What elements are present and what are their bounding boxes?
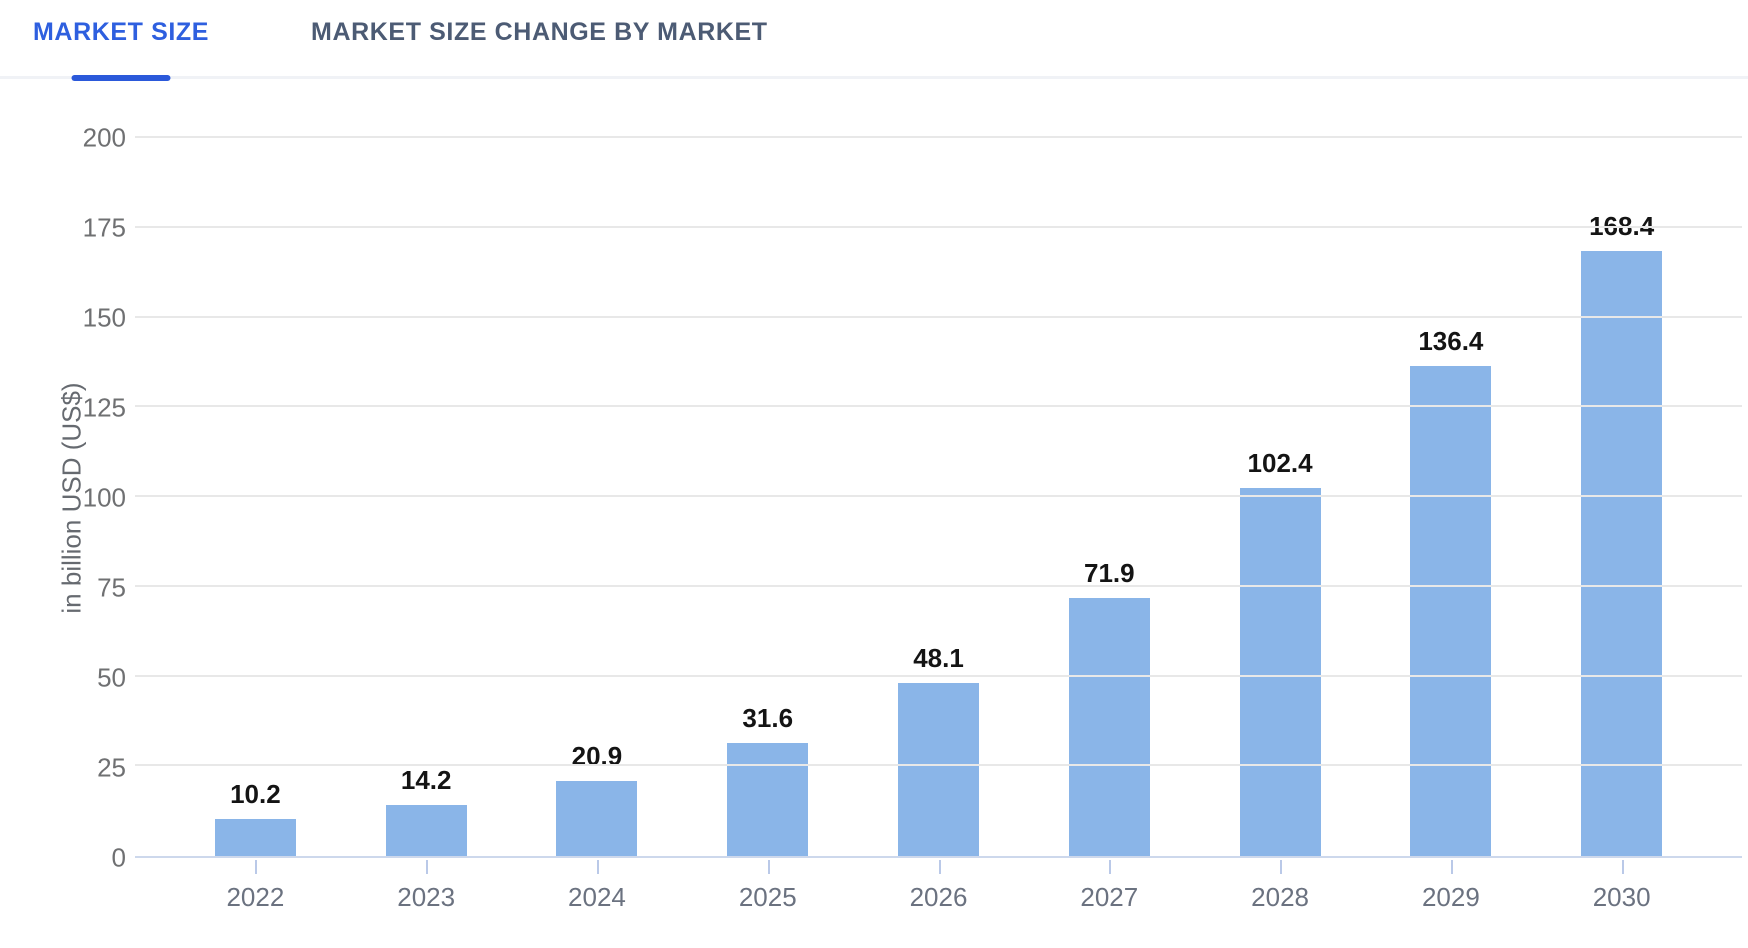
tab-market-size-label: MARKET SIZE [33, 18, 210, 46]
gridline-125 [135, 405, 1742, 408]
x-slot-2023: 2023 [341, 860, 512, 930]
gridline-100 [135, 495, 1742, 497]
x-tick-label-2023: 2023 [397, 882, 456, 912]
bar-2029[interactable] [1410, 366, 1492, 856]
bar-slot-2030: 168.4 [1536, 138, 1707, 856]
bar-slot-2022: 10.2 [170, 138, 341, 856]
bar-2024[interactable] [556, 780, 638, 856]
tab-market-size-change-by-market[interactable]: MARKET SIZE CHANGE BY MARKET [311, 18, 768, 79]
bar-value-label-2025: 31.6 [742, 702, 794, 733]
tab-bar: MARKET SIZE MARKET SIZE CHANGE BY MARKET [0, 0, 1748, 81]
active-tab-underline [71, 75, 171, 81]
x-tick-mark-2026 [938, 860, 941, 874]
bar-slot-2027: 71.9 [1024, 138, 1195, 856]
gridline-75 [135, 584, 1742, 587]
gridline-175 [135, 225, 1742, 228]
x-slot-2027: 2027 [1024, 860, 1195, 930]
bar-value-label-2027: 71.9 [1083, 557, 1135, 588]
bar-value-label-2028: 102.4 [1247, 448, 1313, 479]
x-tick-mark-2022 [255, 860, 258, 874]
bar-2022[interactable] [214, 819, 296, 856]
y-tick-label-0: 0 [111, 842, 126, 873]
gridline-50 [135, 674, 1742, 677]
x-slot-2022: 2022 [170, 860, 341, 930]
x-tick-label-2025: 2025 [738, 882, 797, 912]
bar-chart: in billion USD (US$) 0 25 50 75 100 125 150 175… [0, 80, 1748, 948]
y-tick-label-25: 25 [97, 752, 126, 783]
plot-area: 10.2 14.2 20.9 31.6 48.1 71.9 102.4 136.4 168.4 [135, 136, 1742, 858]
x-tick-label-2027: 2027 [1080, 882, 1139, 912]
tab-market-size[interactable]: MARKET SIZE [33, 18, 210, 81]
y-tick-label-175: 175 [82, 212, 126, 243]
y-tick-label-50: 50 [97, 662, 126, 693]
bar-slot-2023: 14.2 [341, 138, 512, 856]
x-tick-label-2029: 2029 [1421, 882, 1480, 912]
y-tick-label-75: 75 [97, 572, 126, 603]
x-tick-label-2022: 2022 [226, 882, 285, 912]
y-tick-label-200: 200 [82, 122, 126, 153]
x-slot-2026: 2026 [853, 860, 1024, 930]
gridline-150 [135, 315, 1742, 318]
bar-slot-2029: 136.4 [1365, 138, 1536, 856]
y-tick-label-100: 100 [82, 482, 126, 513]
x-slot-2028: 2028 [1195, 860, 1366, 930]
bar-value-label-2022: 10.2 [230, 779, 281, 810]
x-tick-mark-2027 [1109, 860, 1112, 874]
bar-2023[interactable] [385, 805, 467, 856]
x-tick-label-2028: 2028 [1251, 882, 1309, 912]
gridline-25 [135, 764, 1742, 767]
bar-value-label-2024: 20.9 [571, 740, 623, 771]
x-tick-mark-2025 [767, 860, 770, 874]
bar-2025[interactable] [727, 742, 809, 856]
x-tick-label-2026: 2026 [909, 882, 968, 912]
y-tick-label-125: 125 [82, 392, 126, 423]
x-tick-label-2030: 2030 [1592, 882, 1651, 912]
gridline-200 [135, 136, 1742, 138]
x-slot-2030: 2030 [1536, 860, 1707, 930]
x-tick-label-2024: 2024 [568, 882, 626, 912]
bar-slot-2026: 48.1 [853, 138, 1024, 856]
bar-slot-2024: 20.9 [512, 138, 683, 856]
bars-container: 10.2 14.2 20.9 31.6 48.1 71.9 102.4 136.4 168.4 [135, 138, 1742, 856]
bar-slot-2028: 102.4 [1195, 138, 1366, 856]
x-slot-2025: 2025 [682, 860, 853, 930]
bar-value-label-2026: 48.1 [913, 643, 964, 674]
x-tick-mark-2023 [426, 860, 429, 874]
x-tick-mark-2030 [1621, 860, 1624, 874]
bar-2028[interactable] [1239, 488, 1321, 856]
bar-value-label-2023: 14.2 [400, 765, 452, 796]
x-slot-2029: 2029 [1365, 860, 1536, 930]
bar-2027[interactable] [1068, 597, 1150, 856]
y-tick-label-150: 150 [82, 302, 126, 333]
tab-market-size-change-label: MARKET SIZE CHANGE BY MARKET [311, 18, 768, 46]
x-tick-mark-2028 [1280, 860, 1283, 874]
bar-2026[interactable] [898, 683, 980, 856]
x-tick-mark-2024 [596, 860, 599, 874]
bar-2030[interactable] [1581, 251, 1663, 856]
bar-value-label-2029: 136.4 [1418, 326, 1484, 357]
bar-slot-2025: 31.6 [682, 138, 853, 856]
y-axis-tick-labels: 0 25 50 75 100 125 150 175 200 [0, 123, 126, 873]
x-tick-mark-2029 [1450, 860, 1453, 874]
x-slot-2024: 2024 [512, 860, 683, 930]
x-axis: 2022 2023 2024 2025 2026 2027 2028 2029 2030 [135, 860, 1742, 930]
